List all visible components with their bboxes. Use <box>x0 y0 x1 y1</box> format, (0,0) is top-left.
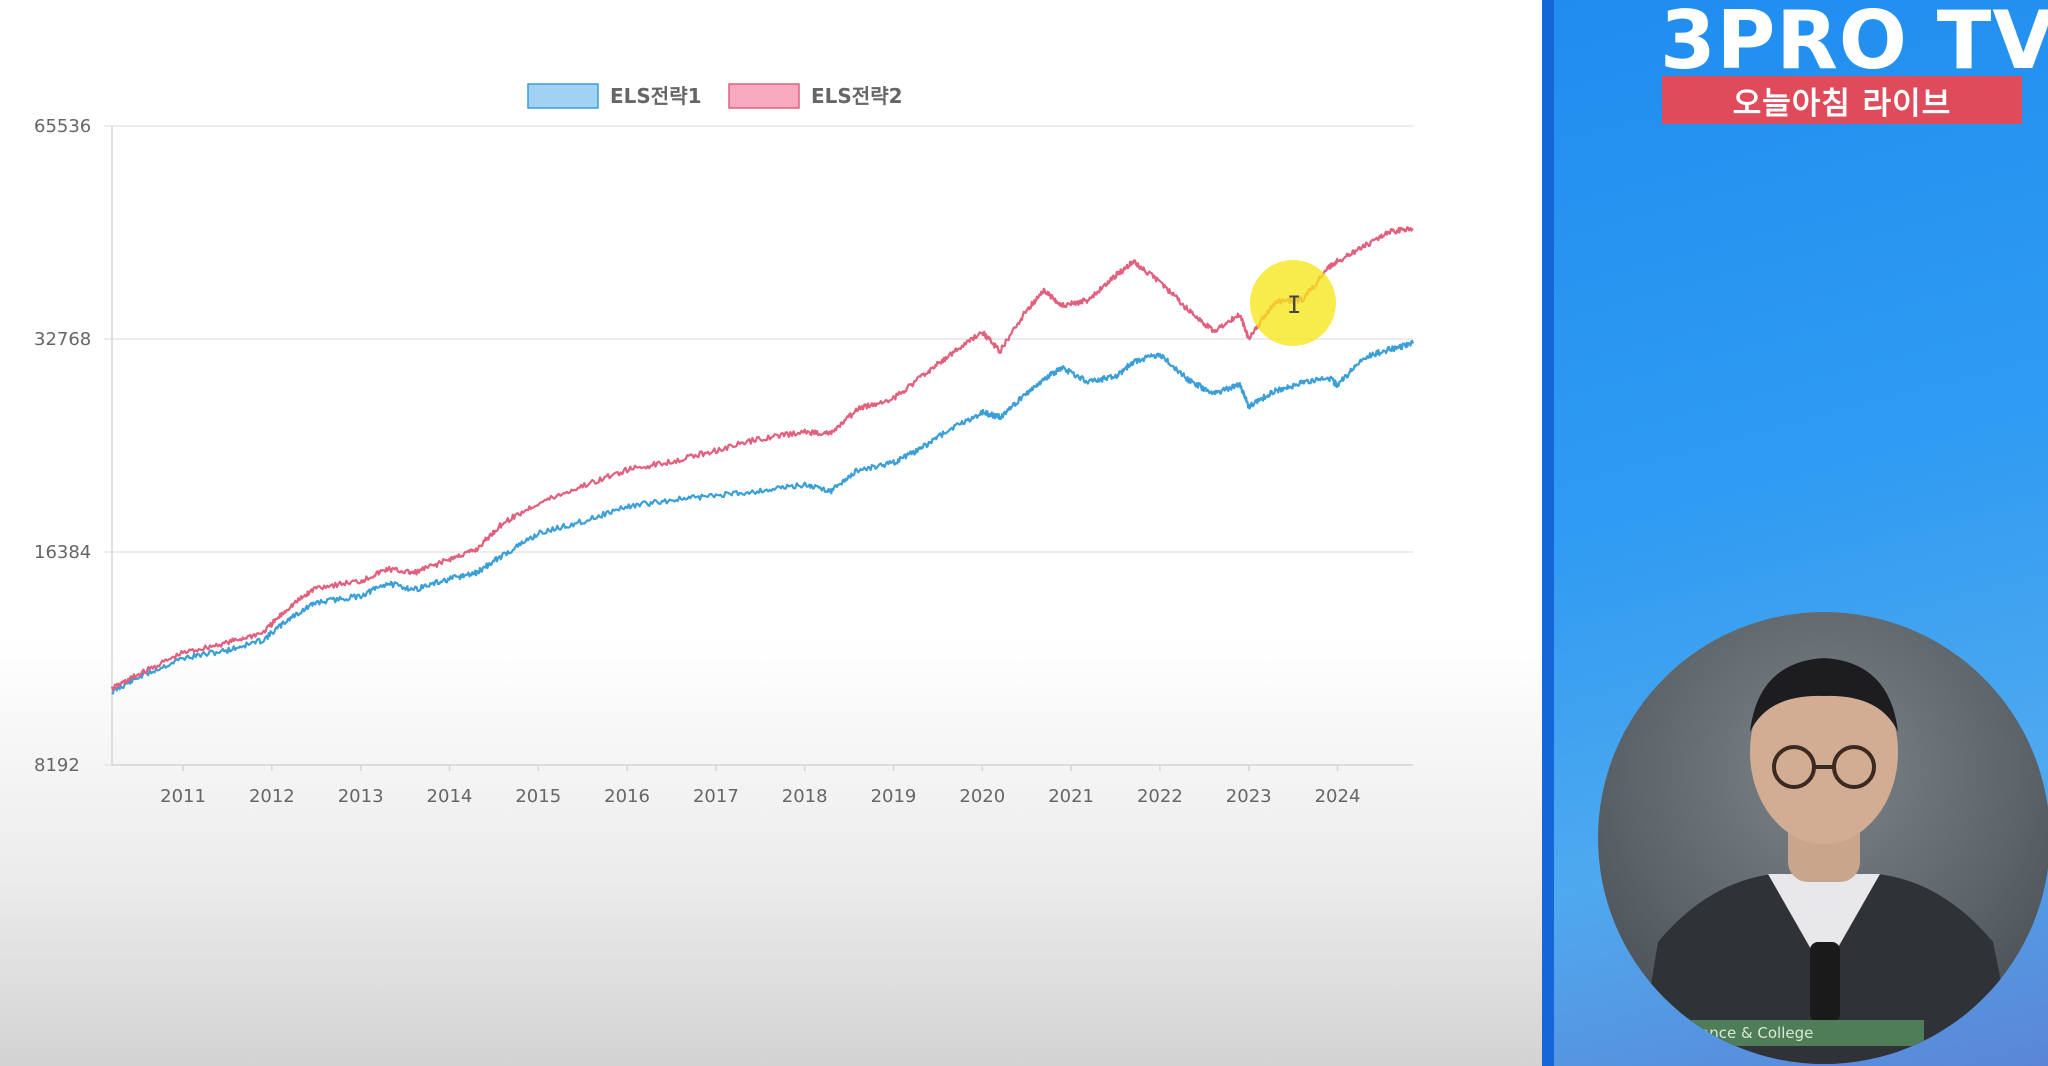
host-video-circle: ance & College <box>1598 612 2048 1064</box>
y-tick-label: 8192 <box>34 755 80 776</box>
x-tick-label: 2020 <box>959 786 1005 807</box>
line-chart: 65536 32768 16384 8192 2011 2012 2013 2014 2015 2… <box>34 83 1415 807</box>
chart-area: 65536 32768 16384 8192 2011 2012 2013 2014 2015 2… <box>0 0 1542 1066</box>
x-tick-label: 2014 <box>427 786 473 807</box>
y-tick-label: 16384 <box>34 542 91 563</box>
series-line-2 <box>110 226 1414 692</box>
live-banner: 오늘아침 라이브 <box>1662 76 2022 124</box>
x-tick-label: 2015 <box>515 786 561 807</box>
x-tick-label: 2019 <box>871 786 917 807</box>
y-tick-label: 65536 <box>34 116 91 137</box>
legend-label-1: ELS전략1 <box>610 84 702 108</box>
x-tick-label: 2011 <box>160 786 206 807</box>
channel-logo: 3PRO TV <box>1660 0 2048 87</box>
x-tick-label: 2022 <box>1137 786 1183 807</box>
panel-divider <box>1542 0 1554 1066</box>
legend-swatch-2 <box>728 83 800 109</box>
x-tick-label: 2016 <box>604 786 650 807</box>
legend-swatch-1 <box>527 83 599 109</box>
cursor-highlight <box>1250 260 1336 346</box>
text-cursor-icon: I <box>1287 291 1301 319</box>
x-tick-label: 2023 <box>1226 786 1272 807</box>
x-tick-label: 2017 <box>693 786 739 807</box>
x-tick-label: 2024 <box>1315 786 1361 807</box>
y-tick-label: 32768 <box>34 329 91 350</box>
x-tick-label: 2021 <box>1048 786 1094 807</box>
legend-label-2: ELS전략2 <box>811 84 903 108</box>
host-silhouette <box>1638 658 2018 1064</box>
x-tick-label: 2012 <box>249 786 295 807</box>
caption-strip: ance & College <box>1686 1020 1924 1046</box>
x-tick-label: 2018 <box>782 786 828 807</box>
series-line-1 <box>111 339 1415 695</box>
x-tick-label: 2013 <box>338 786 384 807</box>
